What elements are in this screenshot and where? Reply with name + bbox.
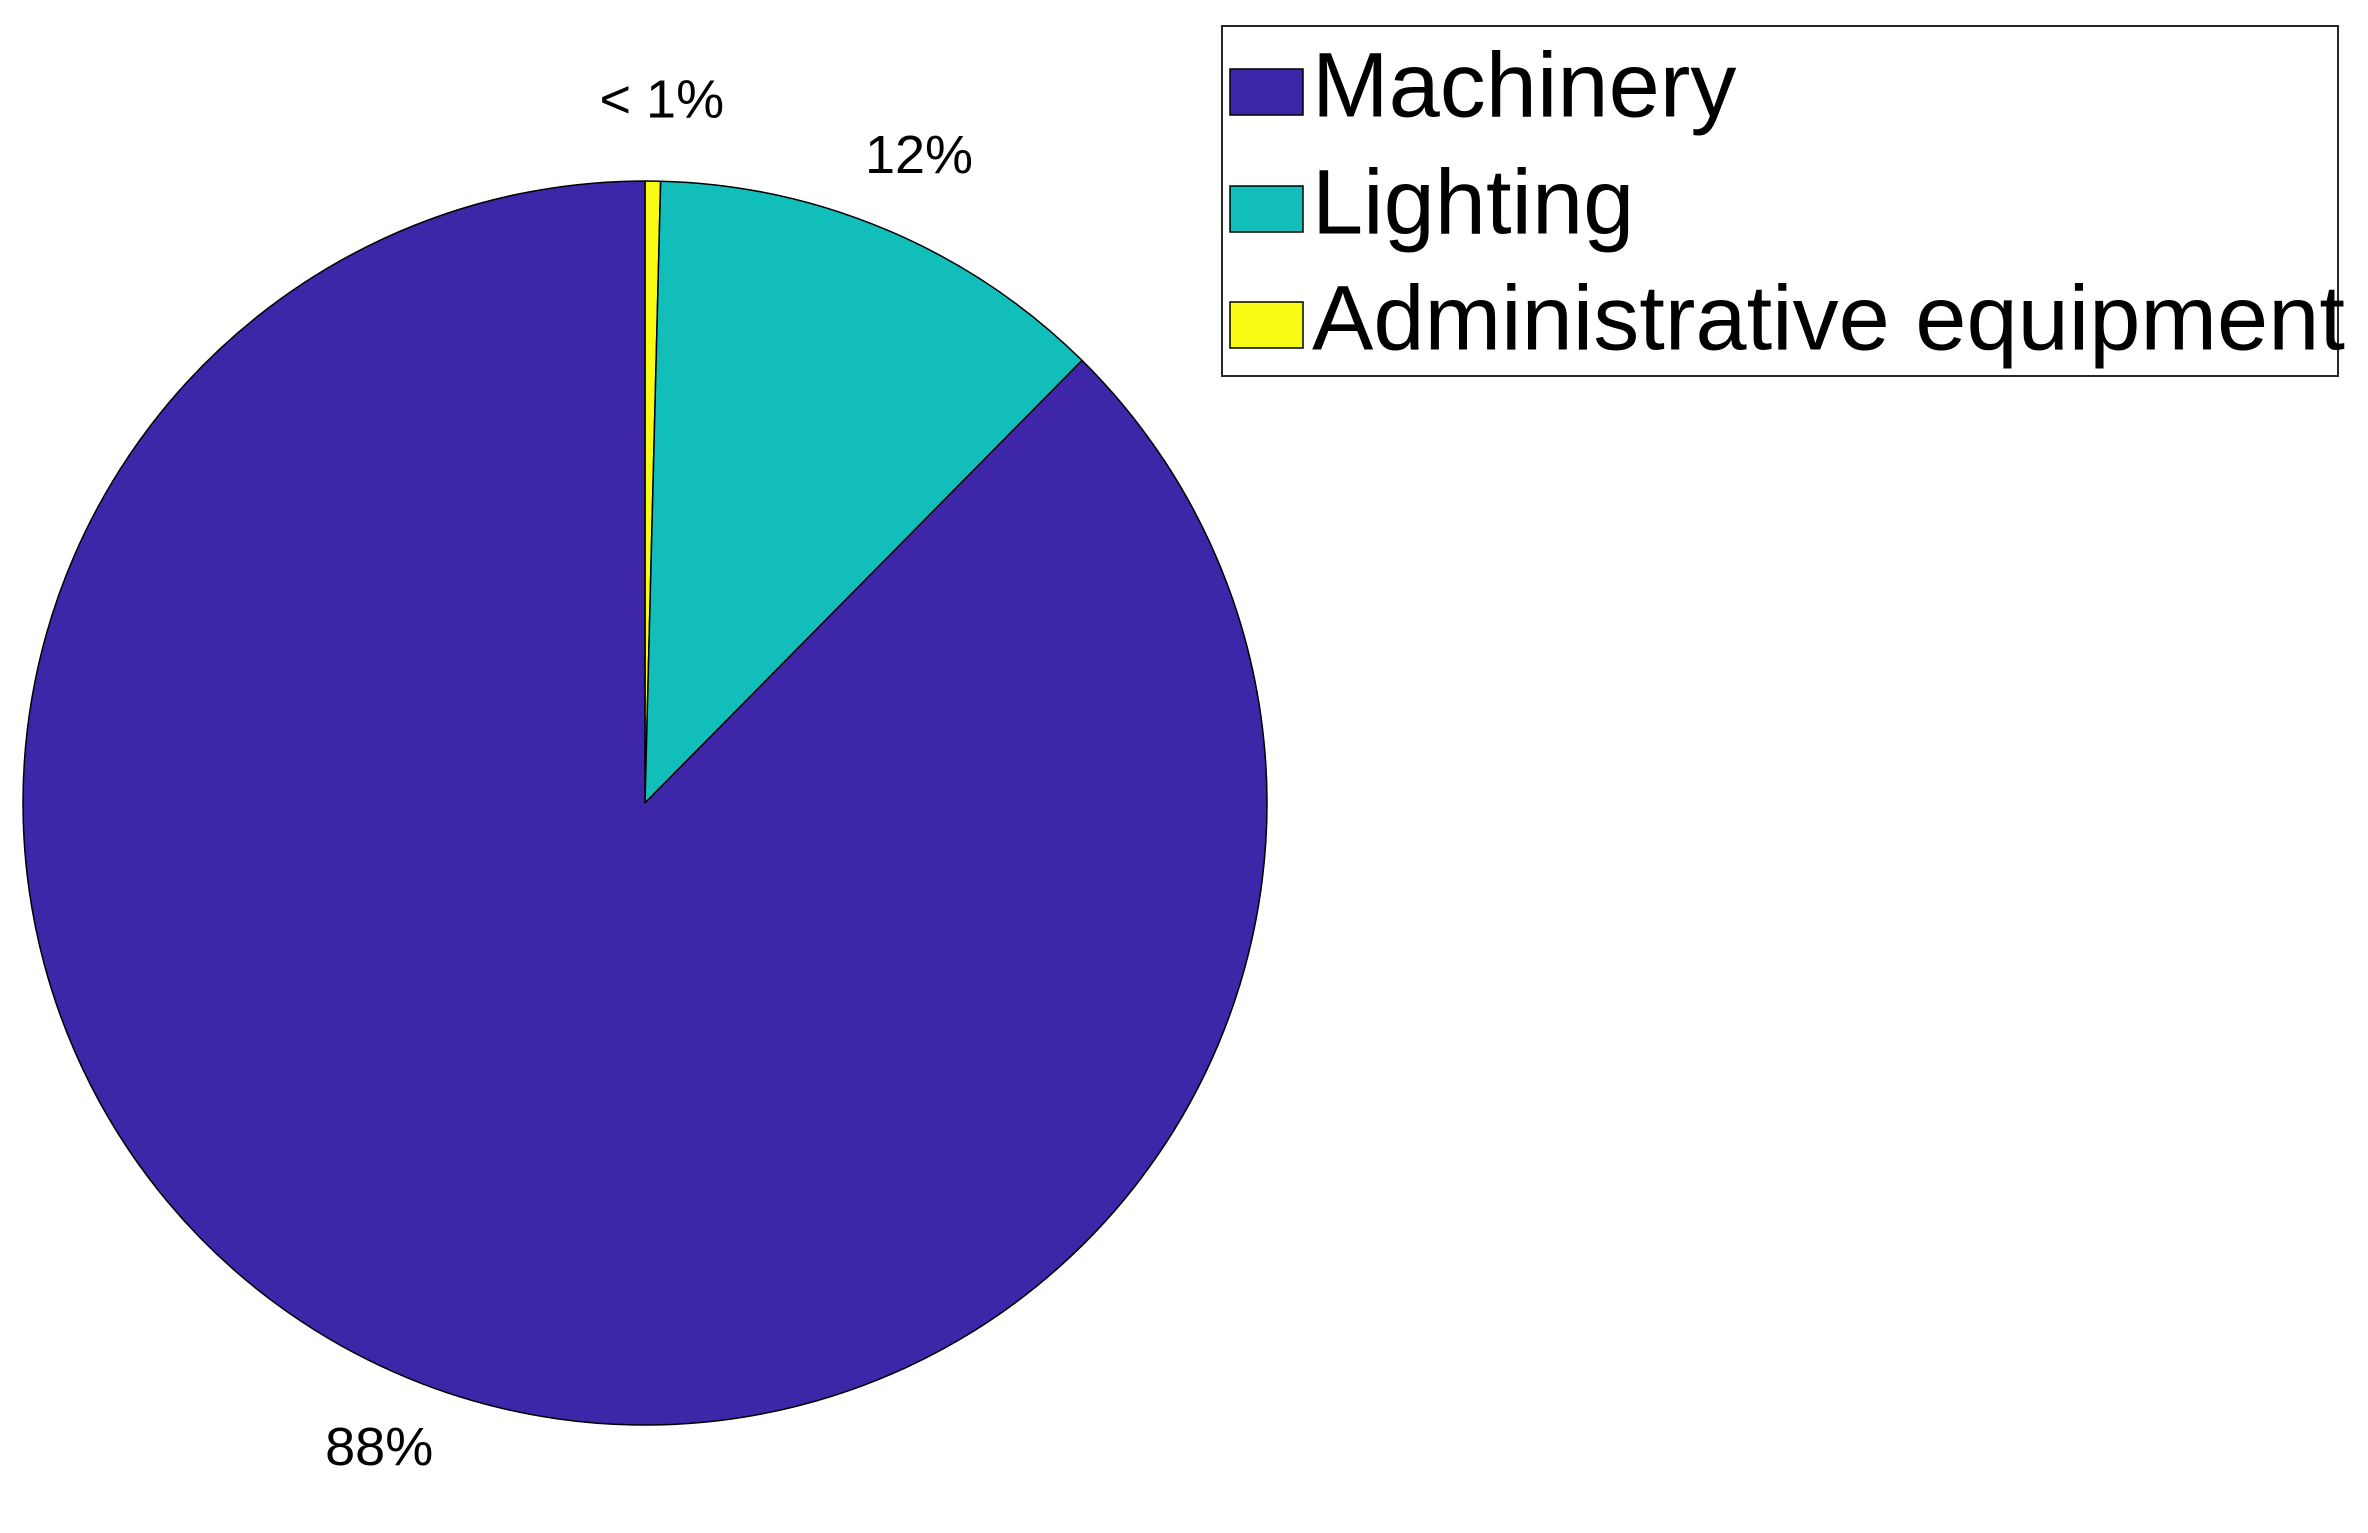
legend-label-machinery: Machinery — [1312, 34, 1736, 136]
legend: Machinery Lighting Administrative equipmen… — [1221, 25, 2345, 377]
percent-label-administrative-equipment: < 1% — [600, 69, 725, 129]
legend-swatch-machinery — [1229, 68, 1304, 116]
legend-swatch-administrative-equipment — [1229, 301, 1304, 349]
pie-percent-labels: 88% 12% < 1% — [325, 69, 973, 1477]
percent-label-machinery: 88% — [325, 1417, 433, 1477]
legend-label-administrative-equipment: Administrative equipment — [1312, 267, 2345, 369]
pie-slice-machinery — [22, 180, 1268, 1426]
legend-label-lighting: Lighting — [1312, 151, 1634, 253]
legend-frame — [1221, 25, 2339, 377]
legend-swatch-lighting — [1229, 185, 1304, 233]
pie-slices — [22, 180, 1268, 1426]
pie-slice-lighting — [644, 180, 1083, 804]
percent-label-lighting: 12% — [865, 125, 973, 185]
